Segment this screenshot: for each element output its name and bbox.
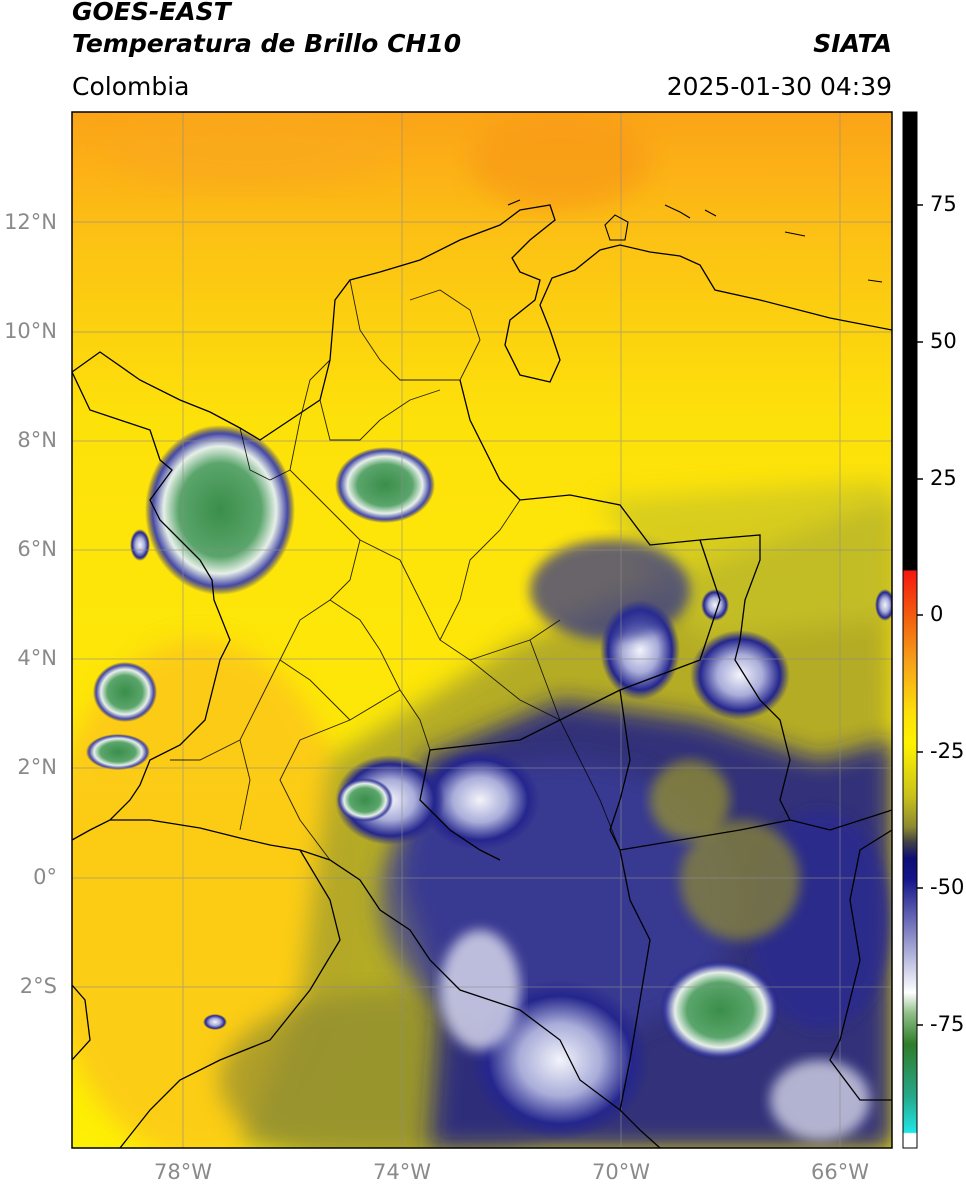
lon-label: 70°W bbox=[592, 1160, 650, 1184]
lat-label: 12°N bbox=[4, 210, 57, 234]
departments bbox=[170, 279, 621, 861]
colorbar-tick-label: 50 bbox=[930, 329, 957, 353]
lat-label: 2°N bbox=[17, 755, 57, 779]
boundaries bbox=[72, 204, 892, 1148]
timestamp-label: 2025-01-30 04:39 bbox=[666, 72, 892, 101]
lat-label: 0° bbox=[33, 865, 57, 889]
lat-label: 6°N bbox=[17, 537, 57, 561]
lat-label: 2°S bbox=[19, 974, 57, 998]
colorbar-tick-label: -25 bbox=[930, 739, 965, 763]
map-frame bbox=[71, 111, 893, 1149]
lat-label: 10°N bbox=[4, 319, 57, 343]
colorbar-scale bbox=[902, 111, 918, 1149]
graticule bbox=[72, 112, 892, 1148]
colorbar-tick-label: -50 bbox=[930, 875, 965, 899]
imagery-layer bbox=[72, 112, 892, 1148]
region-label: Colombia bbox=[72, 72, 190, 101]
lat-label: 4°N bbox=[17, 646, 57, 670]
lon-label: 78°W bbox=[154, 1160, 212, 1184]
product-title: Temperatura de Brillo CH10 bbox=[72, 29, 462, 58]
colorbar-tick-label: 25 bbox=[930, 466, 957, 490]
lon-label: 66°W bbox=[811, 1160, 869, 1184]
colorbar-tick-label: 75 bbox=[930, 192, 957, 216]
colorbar-tick-label: 0 bbox=[930, 602, 944, 626]
colorbar-ticks bbox=[917, 204, 923, 1026]
organization-label: SIATA bbox=[813, 29, 892, 58]
colorbar-tick-label: -75 bbox=[930, 1012, 965, 1036]
islands bbox=[507, 199, 883, 283]
lon-label: 74°W bbox=[373, 1160, 431, 1184]
lat-label: 8°N bbox=[17, 428, 57, 452]
satellite-title: GOES-EAST bbox=[72, 0, 231, 26]
